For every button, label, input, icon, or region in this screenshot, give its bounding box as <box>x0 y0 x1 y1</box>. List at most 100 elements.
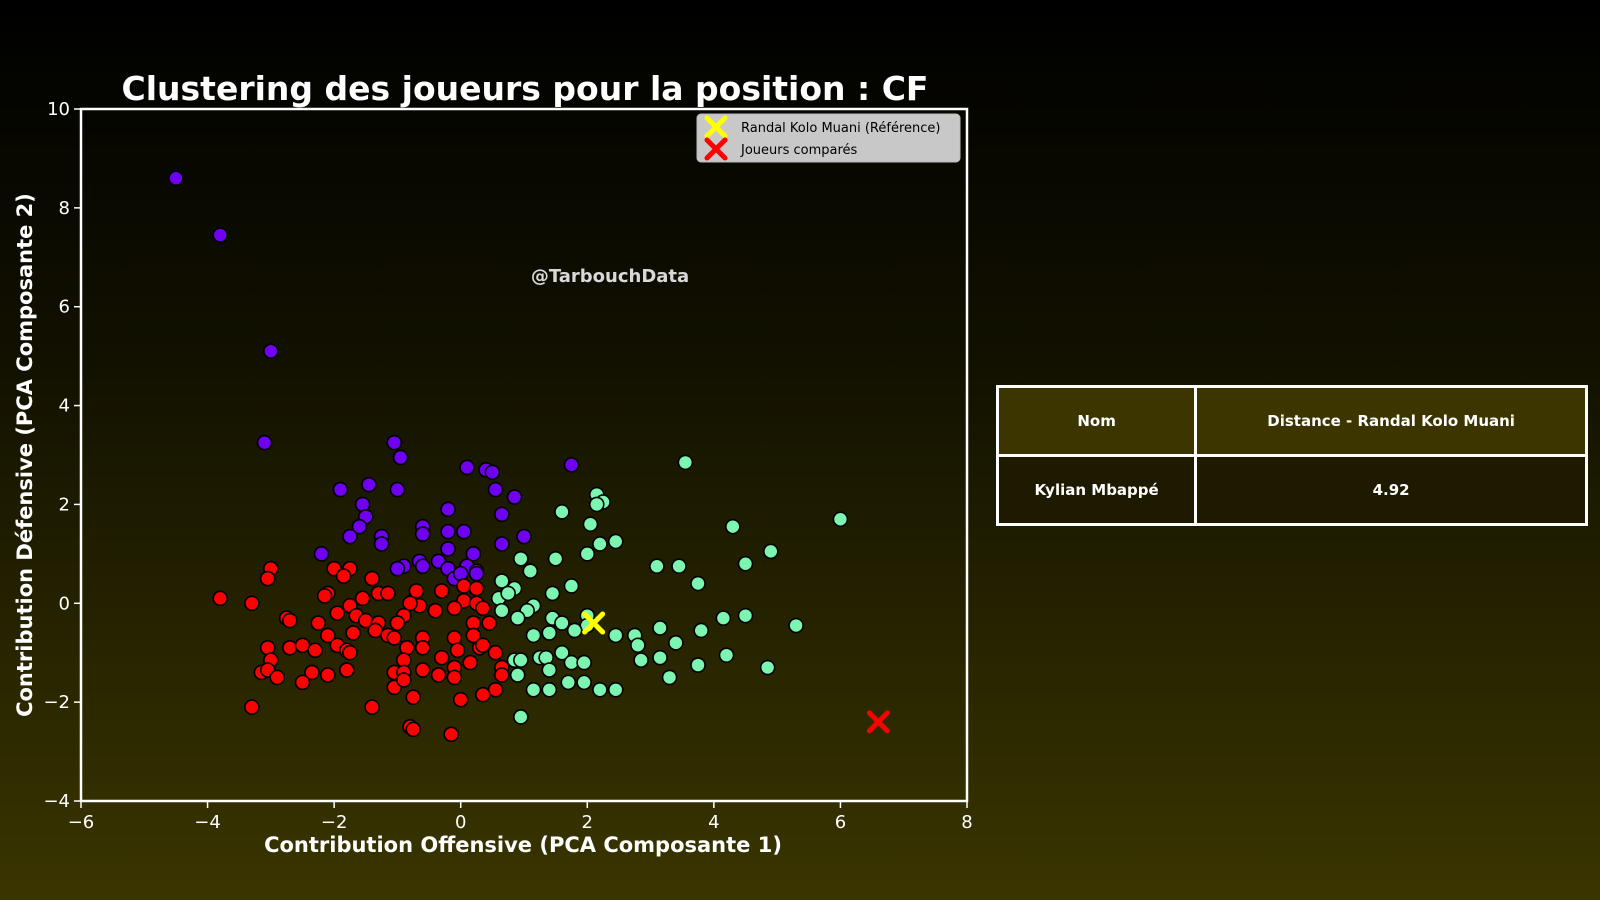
data-point <box>212 227 229 243</box>
x-tick-label: −4 <box>194 812 221 833</box>
data-point <box>468 565 485 582</box>
data-point <box>389 615 406 631</box>
data-point <box>443 726 460 743</box>
x-axis-label: Contribution Offensive (PCA Composante 1… <box>264 833 782 857</box>
data-point <box>244 699 260 715</box>
data-point <box>440 523 456 540</box>
data-point <box>725 518 741 535</box>
data-point <box>576 674 592 691</box>
data-point <box>494 667 510 683</box>
data-point <box>408 583 425 599</box>
data-point <box>465 546 482 562</box>
data-point <box>484 464 501 481</box>
data-point <box>361 476 377 493</box>
data-point <box>310 615 327 631</box>
data-point <box>576 654 592 671</box>
data-point <box>516 528 532 545</box>
data-point <box>395 672 412 688</box>
x-tick-label: 0 <box>455 812 466 833</box>
watermark: @TarbouchData <box>531 266 689 287</box>
data-point <box>588 496 605 513</box>
plot-frame <box>79 107 969 803</box>
data-point <box>522 563 539 579</box>
data-point <box>494 506 510 523</box>
data-point <box>541 681 558 698</box>
data-point <box>494 602 510 619</box>
y-tick-label: 0 <box>59 593 70 614</box>
data-point <box>737 607 754 624</box>
data-point <box>446 669 463 686</box>
data-point <box>386 630 403 646</box>
data-point <box>389 481 406 498</box>
legend-label: Randal Kolo Muani (Référence) <box>741 121 940 136</box>
data-point <box>304 664 320 681</box>
legend-marker <box>704 115 728 139</box>
data-point <box>494 536 510 552</box>
y-tick-label: 10 <box>47 99 70 120</box>
data-point <box>392 449 409 466</box>
data-point <box>737 555 754 572</box>
table-header-distance: Distance - Randal Kolo Muani <box>1194 385 1588 457</box>
data-point <box>427 602 444 619</box>
data-point <box>513 550 529 567</box>
data-point <box>440 501 456 518</box>
data-point <box>566 622 583 639</box>
data-point <box>269 669 285 686</box>
data-point <box>509 667 526 683</box>
data-point <box>541 625 558 641</box>
data-point <box>459 459 475 476</box>
data-point <box>405 689 422 706</box>
data-point <box>563 457 580 473</box>
data-point <box>554 615 570 631</box>
data-point <box>832 511 849 528</box>
data-point <box>430 667 447 683</box>
compared-marker-stroke-b <box>866 710 890 734</box>
data-point <box>256 434 273 451</box>
legend-marker <box>704 137 728 161</box>
data-point <box>282 639 298 656</box>
data-point <box>582 516 599 533</box>
data-point <box>506 489 523 505</box>
data-point <box>579 546 596 562</box>
y-tick-label: 8 <box>59 198 70 219</box>
data-point <box>541 662 558 678</box>
data-point <box>500 585 516 602</box>
data-point <box>547 550 564 567</box>
data-point <box>554 644 570 661</box>
y-axis-label: Contribution Défensive (PCA Composante 2… <box>13 193 37 717</box>
data-point <box>440 541 456 557</box>
data-point <box>607 681 624 698</box>
data-point <box>414 558 431 575</box>
data-point <box>509 610 526 626</box>
data-point <box>244 595 260 612</box>
legend-marker-stroke-b <box>704 115 728 139</box>
data-point <box>259 570 276 587</box>
y-tick-label: 6 <box>59 297 70 318</box>
data-point <box>481 615 497 631</box>
data-point <box>373 536 390 552</box>
y-tick-label: −2 <box>43 692 70 713</box>
compared-marker <box>866 710 890 734</box>
data-point <box>544 585 561 602</box>
data-point <box>294 674 311 691</box>
x-tick-label: 2 <box>582 812 593 833</box>
data-point <box>560 674 577 691</box>
data-point <box>487 481 504 498</box>
y-tick-label: 2 <box>59 494 70 515</box>
data-point <box>433 649 450 666</box>
data-point <box>168 170 184 186</box>
data-point <box>652 620 668 636</box>
data-point <box>316 588 333 604</box>
data-point <box>607 533 624 550</box>
data-point <box>414 639 431 656</box>
data-point <box>607 627 624 644</box>
data-point <box>494 573 510 589</box>
legend-box <box>696 113 961 163</box>
data-point <box>554 504 570 520</box>
data-point <box>487 644 504 661</box>
data-point <box>389 560 406 577</box>
data-point <box>354 590 371 607</box>
data-point <box>475 600 491 617</box>
